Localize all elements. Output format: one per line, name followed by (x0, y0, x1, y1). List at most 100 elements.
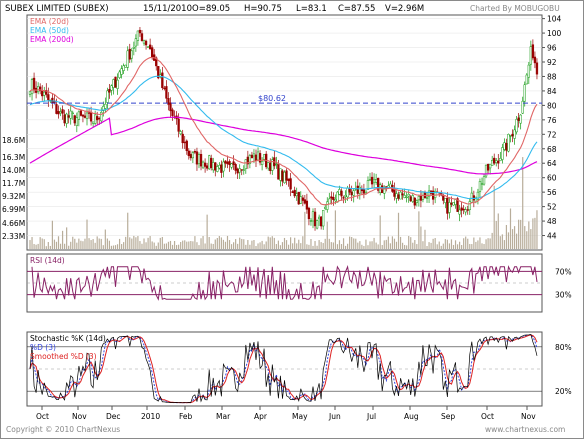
candle-body (214, 162, 217, 171)
volume-bar (137, 236, 139, 249)
volume-bar (110, 245, 113, 249)
candle-body (142, 39, 146, 44)
stock-name: SUBEX LIMITED (SUBEX) (5, 4, 109, 14)
volume-bar (255, 245, 257, 249)
candle-body (169, 102, 172, 112)
candle-body (372, 179, 376, 183)
volume-bar (316, 245, 318, 249)
candle-body (374, 179, 378, 183)
volume-bar (442, 243, 444, 249)
candle-body (210, 157, 213, 168)
x-tick-label: Jun (328, 412, 341, 421)
candle-body (366, 180, 370, 190)
candle-body (362, 189, 366, 194)
candle-body (405, 196, 408, 199)
volume-bar (436, 244, 438, 249)
volume-bar (479, 237, 481, 249)
volume-bar (418, 211, 420, 249)
candle-body (41, 90, 44, 97)
candle-body (230, 163, 233, 168)
volume-bar (471, 244, 473, 249)
volume-bar (45, 246, 47, 249)
candle-body (358, 186, 361, 194)
volume-bar (493, 185, 495, 249)
volume-bar (123, 242, 125, 249)
volume-bar (454, 240, 457, 249)
price-tick-label: 76 (547, 116, 557, 125)
price-tick-label: 100 (547, 29, 562, 38)
candle-body (370, 176, 374, 185)
volume-bar (161, 236, 163, 249)
volume-bar (481, 243, 483, 249)
volume-bar (522, 157, 524, 249)
candle-body (205, 165, 209, 169)
volume-bar (72, 236, 74, 249)
candle-body (495, 160, 498, 163)
volume-bar (88, 238, 90, 249)
rsi-line (31, 264, 538, 301)
volume-bar (475, 241, 477, 249)
volume-bar (326, 221, 328, 249)
volume-bar (155, 245, 157, 249)
candle-body (509, 135, 512, 137)
candle-body (81, 114, 85, 117)
candle-body (199, 153, 203, 167)
price-tick-label: 52 (547, 203, 557, 212)
volume-bar (285, 240, 288, 249)
candle-body (71, 112, 74, 114)
volume-bar (355, 238, 357, 249)
volume-bar (287, 244, 290, 249)
candle-body (163, 87, 166, 90)
volume-bar (379, 215, 381, 249)
stochastic-k-line (29, 333, 538, 404)
x-tick-label: Feb (179, 412, 193, 421)
candle-body (148, 44, 152, 50)
candle-body (193, 151, 197, 153)
candle-body (319, 216, 323, 227)
rsi-panel: RSI (14d) 70% 30% (26, 253, 572, 313)
candle-body (517, 117, 520, 121)
open-label: O=89.05 (192, 4, 230, 14)
volume-bar (175, 245, 178, 249)
volume-bar (357, 242, 359, 249)
volume-tick-label: 4.66M (2, 219, 25, 228)
candle-body (124, 64, 127, 68)
candle-body (309, 220, 313, 222)
volume-bar (298, 239, 300, 249)
candle-body (144, 40, 148, 46)
candle-body (232, 161, 235, 165)
candle-body (305, 200, 309, 210)
volume-bar (383, 240, 385, 249)
volume-bar (290, 237, 292, 249)
candle-body (452, 202, 455, 206)
candle-body (55, 104, 58, 114)
candle-body (446, 197, 449, 214)
volume-tick-label: 16.3M (2, 153, 25, 162)
candle-body (59, 111, 62, 114)
candle-body (254, 154, 258, 161)
volume-bar (200, 238, 202, 249)
volume-label: V=2.96M (385, 4, 424, 14)
volume-bar (180, 241, 182, 249)
candle-body (289, 178, 292, 190)
price-tick-label: 68 (547, 145, 557, 154)
volume-bar (330, 242, 332, 249)
ema-20d-line (29, 56, 538, 206)
candle-body (187, 150, 190, 156)
candle-body (185, 140, 188, 151)
candle-body (236, 168, 239, 174)
volume-bar (440, 245, 442, 249)
candle-body (458, 209, 461, 215)
price-tick-label: 64 (547, 159, 557, 168)
volume-bar (306, 244, 308, 249)
volume-bar (186, 241, 188, 249)
candle-body (100, 112, 103, 122)
legend-rsi: RSI (14d) (30, 256, 65, 265)
copyright-label: Copyright © 2010 ChartNexus (6, 425, 120, 434)
ema-50d-line (29, 75, 538, 200)
volume-bar (127, 212, 129, 249)
candle-body (486, 163, 490, 171)
volume-bar (513, 226, 516, 249)
volume-bar (247, 240, 249, 249)
